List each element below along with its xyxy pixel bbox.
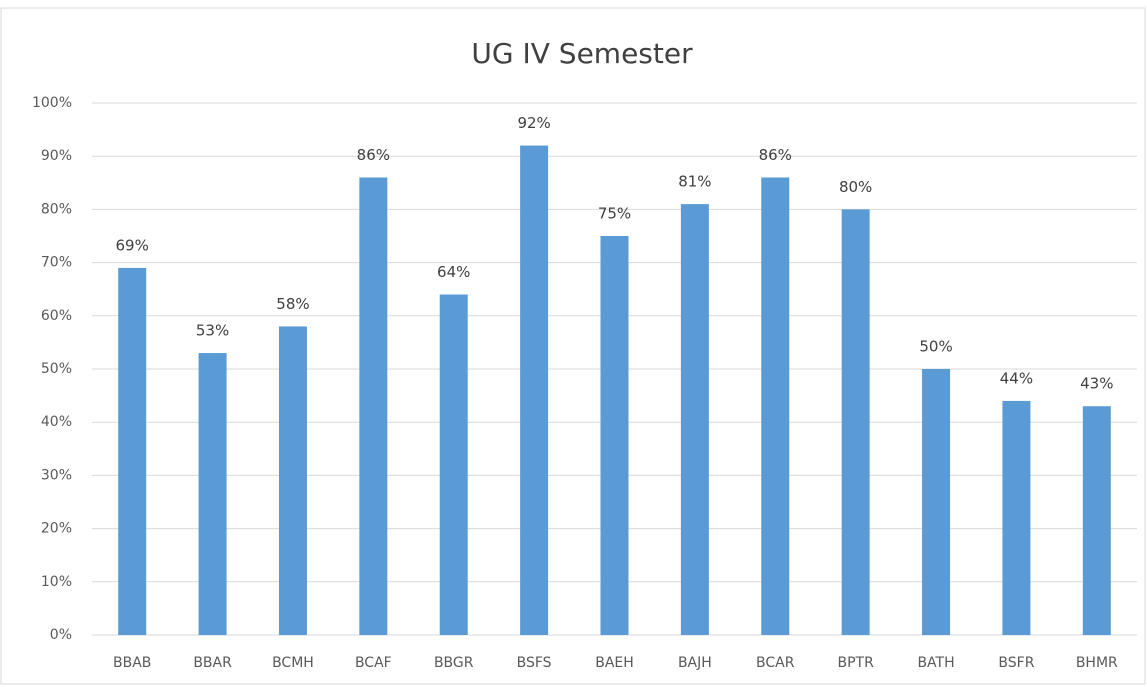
bar [439, 294, 468, 635]
data-label: 69% [116, 236, 149, 254]
bar [118, 267, 147, 635]
data-label: 81% [678, 173, 711, 191]
x-tick-label: BBAR [193, 655, 232, 671]
bar [600, 236, 629, 635]
bar [278, 326, 307, 635]
y-tick-label: 80% [41, 201, 72, 217]
data-label: 58% [276, 295, 309, 313]
bar [1082, 406, 1111, 635]
chart-border [0, 7, 1146, 685]
data-label: 64% [437, 263, 470, 281]
data-label: 92% [517, 114, 550, 132]
y-tick-label: 20% [41, 521, 72, 537]
bar [761, 177, 790, 636]
x-tick-label: BCAF [355, 655, 392, 671]
bar [680, 204, 709, 635]
y-tick-label: 30% [41, 467, 72, 483]
data-label: 86% [357, 146, 390, 164]
x-tick-label: BBAB [113, 655, 151, 671]
x-tick-label: BBGR [434, 655, 474, 671]
data-label: 43% [1080, 375, 1113, 393]
x-tick-label: BAEH [595, 655, 634, 671]
y-tick-label: 50% [41, 361, 72, 377]
data-label: 53% [196, 322, 229, 340]
data-label: 80% [839, 178, 872, 196]
x-tick-label: BPTR [837, 655, 874, 671]
bar [198, 353, 227, 635]
bar [841, 209, 870, 635]
bar [520, 145, 549, 635]
x-tick-label: BATH [917, 655, 954, 671]
x-tick-label: BHMR [1076, 655, 1118, 671]
data-label: 50% [919, 338, 952, 356]
y-tick-label: 0% [50, 627, 72, 643]
bar [359, 177, 388, 636]
bar [1002, 400, 1031, 635]
data-label: 75% [598, 205, 631, 223]
y-tick-label: 90% [41, 148, 72, 164]
y-tick-label: 70% [41, 255, 72, 271]
y-tick-label: 10% [41, 574, 72, 590]
chart-title: UG IV Semester [471, 37, 693, 70]
x-tick-label: BSFS [517, 655, 552, 671]
y-tick-label: 40% [41, 414, 72, 430]
x-tick-label: BAJH [678, 655, 712, 671]
bar [922, 369, 951, 635]
x-tick-label: BSFR [998, 655, 1034, 671]
x-tick-label: BCAR [756, 655, 795, 671]
data-label: 44% [1000, 369, 1033, 387]
y-tick-label: 60% [41, 308, 72, 324]
y-tick-label: 100% [32, 95, 72, 111]
x-tick-label: BCMH [272, 655, 314, 671]
data-label: 86% [759, 146, 792, 164]
